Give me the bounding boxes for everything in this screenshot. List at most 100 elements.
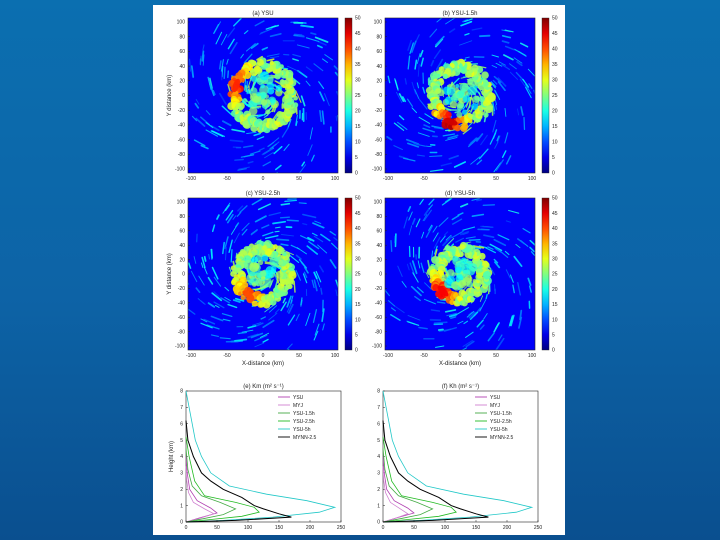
spiral-streak xyxy=(195,117,206,127)
colorbar-tick-label: 15 xyxy=(552,302,558,308)
spiral-streak xyxy=(237,168,247,171)
spiral-streak xyxy=(398,115,405,121)
y-tick-label: -40 xyxy=(178,301,185,307)
spiral-streak xyxy=(465,340,475,348)
spiral-streak xyxy=(210,248,213,260)
colorbar-tick-label: 30 xyxy=(552,78,558,84)
figure: (a) YSU 100 80 60 40 20 0 -20 -40 -60 -80 -100 -100-… xyxy=(153,5,565,535)
spiral-streak xyxy=(313,279,318,292)
spiral-streak xyxy=(482,15,490,16)
eye-cell xyxy=(452,255,459,262)
x-tick-label: 50 xyxy=(411,525,417,531)
spiral-streak xyxy=(200,318,208,323)
x-tick-label: 0 xyxy=(459,353,462,359)
spiral-streak xyxy=(463,320,469,325)
y-tick-label: 2 xyxy=(180,487,183,493)
spiral-streak xyxy=(201,256,206,269)
spiral-streak xyxy=(429,169,444,172)
spiral-streak xyxy=(411,107,417,114)
spiral-streak xyxy=(409,42,414,55)
spiral-streak xyxy=(429,155,443,158)
spiral-streak xyxy=(491,54,499,58)
spiral-streak xyxy=(476,14,486,16)
spiral-streak xyxy=(252,355,258,357)
y-tick-label: -20 xyxy=(375,108,382,114)
spiral-streak xyxy=(487,246,494,250)
spiral-streak xyxy=(261,46,269,51)
spiral-streak xyxy=(404,78,407,85)
spiral-streak xyxy=(309,127,313,140)
y-tick-label: 80 xyxy=(179,214,185,220)
spiral-streak xyxy=(213,291,220,298)
legend-label: YSU-2.5h xyxy=(293,419,315,425)
spiral-streak xyxy=(280,234,294,237)
spiral-streak xyxy=(433,236,441,249)
spiral-streak xyxy=(286,295,292,308)
x-tick-label: -100 xyxy=(186,353,196,359)
panel-title: (a) YSU xyxy=(252,11,273,17)
y-tick-label: -100 xyxy=(175,344,185,350)
spiral-streak xyxy=(221,65,224,78)
spiral-streak xyxy=(485,293,488,300)
spiral-streak xyxy=(422,127,436,133)
spiral-streak xyxy=(339,124,340,132)
spiral-streak xyxy=(218,60,222,70)
spiral-streak xyxy=(262,231,274,237)
spiral-streak xyxy=(411,81,417,95)
eye-cell xyxy=(464,260,473,269)
colorbar-tick-label: 15 xyxy=(355,124,361,130)
y-tick-label: 2 xyxy=(377,487,380,493)
spiral-streak xyxy=(247,325,257,329)
colorbar-tick-label: 15 xyxy=(552,124,558,130)
spiral-streak xyxy=(505,269,511,279)
spiral-streak xyxy=(424,282,432,290)
spiral-streak xyxy=(244,77,247,91)
spiral-streak xyxy=(319,265,324,273)
spiral-streak xyxy=(193,256,197,264)
spiral-streak xyxy=(529,246,535,253)
eyewall-cell xyxy=(470,296,475,302)
y-tick-label: 100 xyxy=(374,20,383,26)
legend-label: YSU-5h xyxy=(293,427,311,433)
spiral-streak xyxy=(238,166,250,170)
spiral-streak xyxy=(416,154,425,157)
spiral-streak xyxy=(419,49,424,58)
spiral-streak xyxy=(411,40,417,53)
y-tick-label: 0 xyxy=(182,272,185,278)
spiral-streak xyxy=(417,132,430,137)
spiral-streak xyxy=(293,280,296,293)
spiral-streak xyxy=(398,93,405,102)
spiral-streak xyxy=(492,79,498,85)
spiral-streak xyxy=(439,235,446,243)
spiral-streak xyxy=(303,266,309,274)
y-tick-label: 1 xyxy=(180,503,183,509)
spiral-streak xyxy=(218,92,227,105)
spiral-streak xyxy=(195,99,200,105)
spiral-streak xyxy=(501,63,510,70)
spiral-streak xyxy=(316,44,323,49)
spiral-streak xyxy=(509,274,514,283)
spiral-streak xyxy=(459,40,473,46)
spiral-streak xyxy=(485,247,496,254)
spiral-streak xyxy=(509,63,517,70)
eyewall-cell xyxy=(284,79,290,85)
spiral-streak xyxy=(333,237,338,241)
spiral-streak xyxy=(216,214,220,220)
spiral-streak xyxy=(465,236,476,239)
spiral-streak xyxy=(460,20,473,27)
spiral-streak xyxy=(438,217,449,227)
spiral-streak xyxy=(471,213,485,217)
colorbar-tick-label: 50 xyxy=(355,196,361,202)
eyewall-cell xyxy=(279,79,286,85)
spiral-streak xyxy=(407,206,412,212)
spiral-streak xyxy=(496,135,500,142)
spiral-streak xyxy=(435,35,445,46)
spiral-streak xyxy=(230,249,233,263)
spiral-streak xyxy=(393,305,405,314)
eye-cell xyxy=(446,86,456,96)
y-tick-label: 60 xyxy=(179,229,185,235)
colorbar-tick-label: 0 xyxy=(552,348,555,354)
spiral-streak xyxy=(451,230,464,239)
eye-cell xyxy=(449,100,458,109)
spiral-streak xyxy=(292,53,301,58)
